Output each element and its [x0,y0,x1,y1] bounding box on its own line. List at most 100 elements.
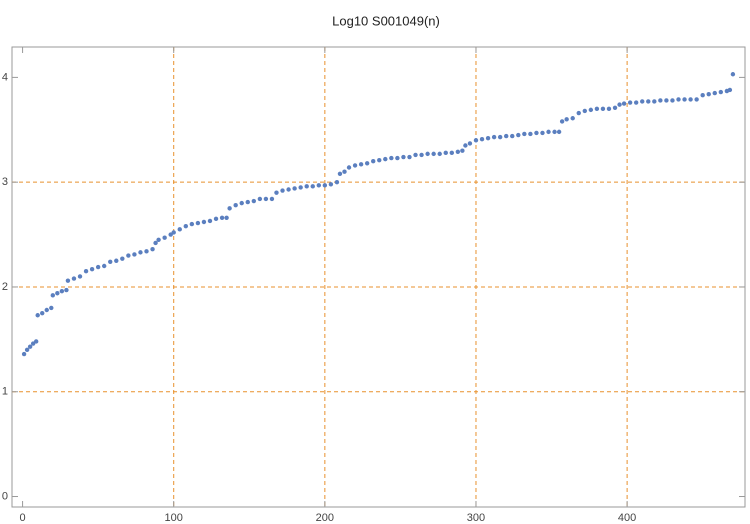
point [407,154,412,160]
point [328,182,334,187]
point [263,196,269,202]
point [670,98,675,103]
point [617,102,622,107]
point [600,106,606,112]
point [286,187,291,192]
point [491,134,497,140]
point [612,105,618,110]
point [195,220,201,226]
point [473,138,479,143]
point [101,263,107,269]
point [183,223,189,229]
point [224,215,229,220]
point [395,155,400,161]
plot-frame [11,46,746,508]
point [316,183,322,188]
point [570,116,575,121]
point [497,134,503,140]
point [646,99,651,104]
point [467,141,473,146]
point [606,106,612,112]
point [257,196,263,202]
point [304,184,309,189]
point [358,162,364,167]
point [50,293,56,298]
point [413,152,418,158]
point [727,87,733,93]
point [108,259,113,265]
point [694,97,699,102]
point [700,93,705,98]
point [189,221,195,227]
point [89,266,95,272]
point [516,132,521,138]
point [485,135,491,141]
point [59,288,65,294]
point [156,237,161,243]
point [65,278,71,283]
point [95,264,101,270]
point [219,215,225,220]
x-tick-label: 400 [618,512,636,524]
point [449,150,454,156]
point [292,186,297,191]
point [120,256,125,261]
y-tick-label: 3 [2,176,8,188]
point [49,305,54,311]
point [150,247,155,252]
point [114,258,119,263]
point [126,253,131,258]
point [504,133,509,139]
point [712,90,717,96]
point [556,129,562,135]
point [346,165,352,170]
point [55,291,60,296]
point [201,219,207,225]
point [706,91,711,97]
point [322,183,328,188]
chart-title: Log10 S001049(n) [332,13,440,28]
point [233,203,238,208]
point [245,199,250,205]
point [443,150,448,156]
point [40,310,45,316]
point [24,347,30,353]
point [153,240,158,246]
point [463,143,468,148]
point [364,161,370,166]
point [652,99,657,104]
point [162,235,167,240]
point [239,200,244,206]
point [546,129,551,135]
point [377,157,382,163]
point [658,98,663,103]
point [334,179,340,185]
y-tick-label: 0 [2,490,8,502]
point [582,108,587,114]
point [718,89,724,95]
point [401,154,406,160]
point [576,110,581,116]
point [528,131,533,137]
point [298,185,303,190]
point [627,100,633,105]
point [207,218,213,224]
point [425,151,430,157]
point [559,119,565,124]
point [455,149,461,154]
point [431,151,436,157]
y-tick-label: 2 [2,281,8,293]
point [437,151,442,157]
point [274,190,279,195]
point [177,227,182,232]
y-tick-label: 4 [2,71,8,83]
point [227,206,232,211]
point [144,249,149,254]
point [132,252,137,257]
point [35,313,40,318]
point [64,287,69,293]
point [510,133,515,139]
point [251,198,257,204]
x-tick-label: 200 [316,512,334,524]
